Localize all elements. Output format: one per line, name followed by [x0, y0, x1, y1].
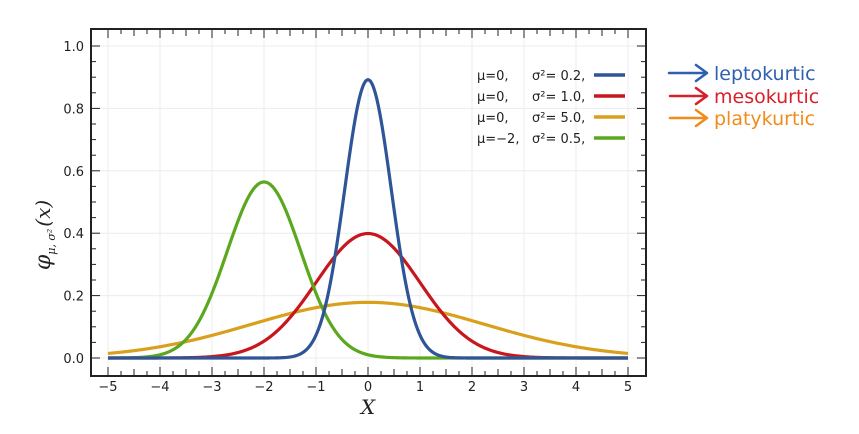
- curve-line: [107, 78, 629, 360]
- x-tick-labels: −5 −4 −3 −2 −1 0 1 2 3 4 5: [98, 380, 632, 395]
- x-tick-label: 0: [364, 380, 372, 395]
- annotation-platykurtic: platykurtic: [668, 108, 815, 130]
- y-label-phi: φ: [31, 254, 56, 270]
- annotation-leptokurtic: leptokurtic: [667, 63, 816, 85]
- annotation-label: platykurtic: [714, 108, 815, 130]
- y-label-subscript: μ, σ²: [45, 229, 58, 255]
- y-label-arg: (x): [31, 200, 55, 227]
- legend-item: μ=−2, σ²= 0.5,: [477, 132, 625, 147]
- legend-mu: μ=0,: [477, 69, 509, 84]
- legend-item: μ=0, σ²= 1.0,: [477, 90, 625, 105]
- legend-sigma: σ²= 1.0,: [532, 90, 585, 105]
- y-tick-label: 0.0: [63, 352, 84, 367]
- legend-mu: μ=0,: [477, 90, 509, 105]
- y-tick-labels: 0.0 0.2 0.4 0.6 0.8 1.0: [63, 40, 84, 367]
- distribution-curves: [107, 78, 629, 360]
- annotation-label: leptokurtic: [714, 63, 816, 85]
- x-tick-label: 2: [468, 380, 476, 395]
- arrow-right-icon: [668, 108, 709, 128]
- legend-sigma: σ²= 0.5,: [532, 132, 585, 147]
- x-tick-label: −4: [150, 380, 169, 395]
- legend-sigma: σ²= 0.2,: [532, 69, 585, 84]
- kurtosis-annotations: leptokurtic mesokurtic platykurtic: [667, 63, 819, 130]
- legend: μ=0, σ²= 0.2, μ=0, σ²= 1.0, μ=0, σ²= 5.0…: [477, 69, 625, 147]
- legend-mu: μ=−2,: [477, 132, 519, 147]
- legend-item: μ=0, σ²= 0.2,: [477, 69, 625, 84]
- x-tick-label: 3: [520, 380, 528, 395]
- plot-frame: [90, 28, 647, 377]
- legend-item: μ=0, σ²= 5.0,: [477, 111, 625, 126]
- y-tick-label: 0.6: [63, 165, 84, 180]
- y-tick-label: 0.4: [63, 227, 84, 242]
- x-tick-label: 5: [624, 380, 632, 395]
- y-tick-label: 0.8: [63, 102, 84, 117]
- legend-mu: μ=0,: [477, 111, 509, 126]
- x-tick-label: −2: [254, 380, 273, 395]
- x-tick-label: −5: [98, 380, 117, 395]
- arrow-right-icon: [667, 63, 709, 83]
- axis-ticks: [92, 30, 645, 375]
- annotation-label: mesokurtic: [714, 86, 819, 108]
- x-tick-label: 4: [572, 380, 580, 395]
- y-axis-label: φμ, σ² (x): [31, 200, 58, 270]
- y-tick-label: 0.2: [63, 290, 84, 305]
- x-tick-label: −3: [202, 380, 221, 395]
- annotation-mesokurtic: mesokurtic: [668, 86, 819, 108]
- curve-line: [107, 300, 629, 356]
- svg-text:φμ, σ²(x): φμ, σ² (x): [31, 200, 58, 270]
- legend-sigma: σ²= 5.0,: [532, 111, 585, 126]
- x-tick-label: 1: [416, 380, 424, 395]
- y-tick-label: 1.0: [63, 40, 84, 55]
- x-axis-label: X: [359, 395, 376, 419]
- x-tick-label: −1: [306, 380, 325, 395]
- arrow-right-icon: [668, 86, 709, 106]
